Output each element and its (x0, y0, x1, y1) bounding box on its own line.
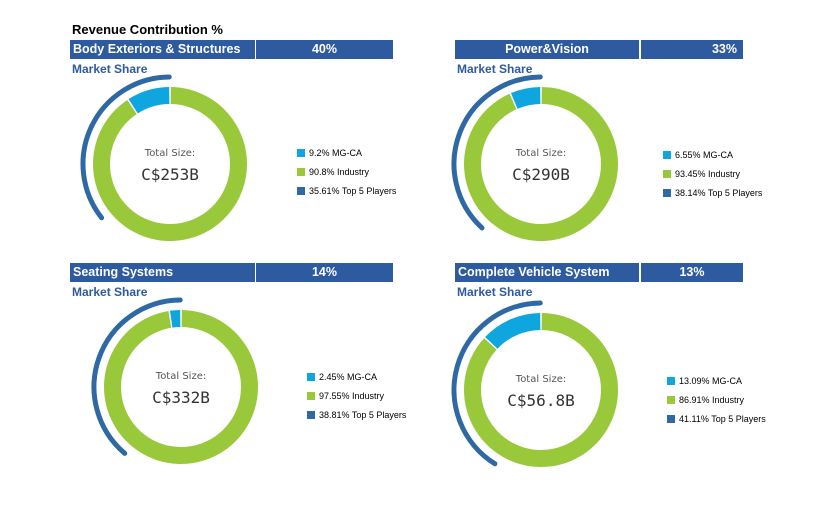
legend-swatch (297, 167, 305, 176)
center-label: Total Size: (515, 148, 566, 159)
legend-label: 86.91% Industry (679, 394, 745, 405)
legend-item-industry: 86.91% Industry (667, 390, 766, 409)
legend-item-industry: 90.8% Industry (297, 162, 396, 181)
legend-label: 2.45% MG-CA (319, 371, 378, 382)
legend-label: 41.11% Top 5 Players (679, 413, 766, 424)
arc-top5-players (451, 74, 543, 231)
legend: 6.55% MG-CA 93.45% Industry 38.14% Top 5… (663, 145, 762, 202)
slice-industry (464, 87, 618, 241)
slice-mg-ca (128, 87, 170, 114)
market-share-label: Market Share (457, 62, 533, 76)
segment-name: Body Exteriors & Structures (70, 40, 255, 59)
revenue-contribution: 13% (641, 263, 743, 282)
revenue-contribution: 14% (256, 263, 393, 282)
segment-panel: Power&Vision 33% Market Share Total Size… (451, 40, 785, 270)
center-value: C$56.8B (507, 391, 574, 410)
center-label: Total Size: (515, 374, 566, 385)
legend-label: 97.55% Industry (319, 390, 385, 401)
center-label: Total Size: (144, 148, 195, 159)
legend-swatch (307, 410, 315, 419)
legend-label: 6.55% MG-CA (675, 149, 734, 160)
legend-label: 35.61% Top 5 Players (309, 185, 397, 196)
legend-item-mg-ca: 2.45% MG-CA (307, 367, 406, 386)
center-value: C$332B (152, 388, 210, 407)
legend-swatch (307, 372, 315, 381)
legend: 9.2% MG-CA 90.8% Industry 35.61% Top 5 P… (297, 143, 396, 200)
slice-mg-ca (510, 87, 541, 109)
slice-mg-ca (169, 310, 181, 328)
legend-item-top5: 38.81% Top 5 Players (307, 405, 406, 424)
segment-name: Power&Vision (455, 40, 639, 59)
page-title: Revenue Contribution % (72, 22, 223, 37)
legend-swatch (667, 395, 675, 404)
arc-top5-players (91, 297, 183, 456)
legend-label: 93.45% Industry (675, 168, 741, 179)
legend-item-industry: 93.45% Industry (663, 164, 762, 183)
donut-chart: Total Size: C$290B (451, 74, 618, 241)
revenue-contribution: 40% (256, 40, 393, 59)
legend: 2.45% MG-CA 97.55% Industry 38.81% Top 5… (307, 367, 406, 424)
legend-swatch (663, 188, 671, 197)
legend-item-top5: 41.11% Top 5 Players (667, 409, 766, 428)
legend-swatch (663, 150, 671, 159)
legend-label: 13.09% MG-CA (679, 375, 743, 386)
legend-swatch (297, 186, 305, 195)
legend-label: 9.2% MG-CA (309, 147, 363, 158)
slice-mg-ca (485, 313, 541, 349)
legend-swatch (663, 169, 671, 178)
donut-chart: Total Size: C$56.8B (451, 300, 618, 467)
legend-swatch (667, 414, 675, 423)
legend-label: 38.81% Top 5 Players (319, 409, 407, 420)
legend-swatch (667, 376, 675, 385)
segment-name: Seating Systems (70, 263, 255, 282)
slice-industry (92, 87, 247, 241)
segment-panel: Body Exteriors & Structures 40% Market S… (70, 40, 400, 270)
market-share-label: Market Share (72, 62, 148, 76)
market-share-label: Market Share (457, 285, 533, 299)
market-share-label: Market Share (72, 285, 148, 299)
donut-chart: Total Size: C$332B (91, 297, 258, 464)
legend-item-mg-ca: 6.55% MG-CA (663, 145, 762, 164)
slice-industry (103, 310, 258, 464)
legend-item-mg-ca: 13.09% MG-CA (667, 371, 766, 390)
segment-panel: Complete Vehicle System 13% Market Share… (451, 263, 785, 493)
legend: 13.09% MG-CA 86.91% Industry 41.11% Top … (667, 371, 766, 428)
legend-swatch (307, 391, 315, 400)
legend-item-mg-ca: 9.2% MG-CA (297, 143, 396, 162)
legend-swatch (297, 148, 305, 157)
center-value: C$290B (512, 165, 570, 184)
arc-top5-players (80, 74, 172, 221)
legend-label: 38.14% Top 5 Players (675, 187, 763, 198)
revenue-contribution: 33% (641, 40, 743, 59)
center-label: Total Size: (155, 371, 206, 382)
segment-panel: Seating Systems 14% Market Share Total S… (70, 263, 406, 493)
arc-top5-players (451, 300, 543, 467)
center-value: C$253B (141, 165, 199, 184)
legend-label: 90.8% Industry (309, 166, 370, 177)
segment-name: Complete Vehicle System (455, 263, 639, 282)
legend-item-top5: 35.61% Top 5 Players (297, 181, 396, 200)
donut-chart: Total Size: C$253B (80, 74, 247, 241)
legend-item-industry: 97.55% Industry (307, 386, 406, 405)
legend-item-top5: 38.14% Top 5 Players (663, 183, 762, 202)
